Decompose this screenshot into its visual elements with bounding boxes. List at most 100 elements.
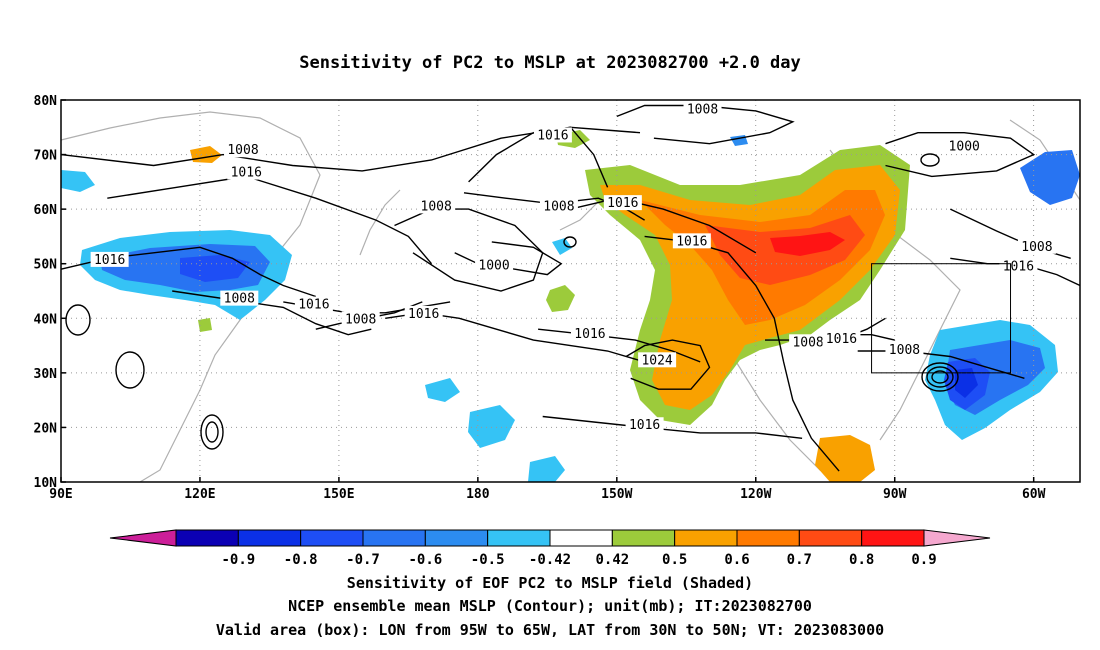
lat-tick-label: 60N — [34, 203, 58, 218]
isobar-label-background — [220, 290, 259, 306]
lat-tick-label: 30N — [34, 367, 58, 382]
isobar-label: 1016 — [298, 298, 329, 313]
hurricane-isobar-1 — [931, 370, 949, 384]
colorbar-swatch — [611, 529, 676, 547]
asia-closed-isobar — [115, 351, 145, 389]
typhoon-isobar-2 — [200, 414, 224, 450]
latitude-axis: 80N 70N 60N 50N 40N 30N 20N 10N — [34, 94, 66, 491]
colorbar-swatch — [549, 529, 613, 547]
negative-sensitivity-atlantic-peak — [955, 368, 978, 398]
colorbar-label: 0.5 — [662, 552, 687, 568]
isobar-label: 1008 — [687, 102, 718, 117]
lon-tick-label: 150E — [323, 487, 354, 502]
positive-sensitivity-pacific-1 — [546, 285, 575, 312]
colorbar-swatch — [424, 529, 489, 547]
longitude-axis: 90E 120E 150E 180 150W 120W 90W 60W — [49, 477, 1046, 502]
lon-tick-label: 120E — [184, 487, 215, 502]
isobar-label-background — [1017, 238, 1056, 254]
isobar-label-background — [224, 142, 263, 158]
colorbar-swatch — [237, 529, 302, 547]
colorbar-max-arrow — [923, 529, 991, 547]
asia-coastline — [60, 111, 321, 483]
isobar-label-background — [417, 198, 456, 214]
isobar-label-background — [638, 352, 677, 368]
map-frame — [60, 99, 1081, 483]
isobar-label-background — [539, 198, 578, 214]
colorbar-label: -0.6 — [408, 552, 442, 568]
pacific-low-isobar — [563, 236, 577, 248]
isobar-label-background — [341, 311, 380, 327]
isobar-label-background — [625, 417, 664, 433]
isobar-label-background — [475, 257, 514, 273]
negative-sensitivity-pacific-4 — [552, 238, 572, 255]
isobar-label: 1024 — [641, 353, 672, 368]
isobar-label: 1000 — [478, 258, 509, 273]
isobar-line — [172, 290, 372, 336]
positive-sensitivity-na-max — [770, 232, 845, 256]
hurricane-isobar-3 — [921, 362, 959, 392]
isobar-label: 1008 — [224, 292, 255, 307]
colorbar-label: -0.5 — [471, 552, 505, 568]
lon-tick-label: 90W — [883, 487, 907, 502]
isobar-labels: 1008 1016 1016 1008 1000 1008 1016 1016 1008 1000… — [90, 101, 1056, 433]
closed-isobars — [65, 153, 959, 450]
lat-tick-label: 80N — [34, 94, 58, 109]
negative-sensitivity-pacific-3 — [425, 378, 460, 402]
lat-tick-label: 70N — [34, 149, 58, 164]
negative-sensitivity-asia-peak — [180, 255, 250, 282]
isobar-label: 1008 — [543, 199, 574, 214]
colorbar-label: -0.7 — [346, 552, 380, 568]
lat-tick-label: 40N — [34, 312, 58, 327]
colorbar: -0.9 -0.8 -0.7 -0.6 -0.5 -0.42 0.42 0.5 0.6 0.7 0.… — [109, 529, 991, 568]
map-panel: 1008 1016 1016 1008 1000 1008 1016 1016 1008 1000… — [60, 99, 1081, 483]
isobar-label: 1008 — [345, 312, 376, 327]
colorbar-swatch — [362, 529, 426, 547]
isobar-label-background — [999, 258, 1038, 274]
valid-area-box — [871, 263, 1012, 374]
lat-tick-label: 10N — [34, 476, 58, 491]
colorbar-swatch — [674, 529, 738, 547]
negative-sensitivity-greenland — [1020, 150, 1080, 205]
caption-valid-area: Valid area (box): LON from 95W to 65W, L… — [216, 621, 884, 639]
colorbar-label: 0.7 — [787, 552, 812, 568]
isobar-label: 1008 — [889, 343, 920, 358]
colorbar-swatch — [798, 529, 863, 547]
isobar-label-background — [885, 341, 924, 357]
colorbar-label: -0.42 — [529, 552, 571, 568]
isobar-label: 1016 — [537, 128, 568, 143]
isobar-line — [625, 339, 711, 390]
isobar-label-background — [672, 233, 711, 249]
colorbar-swatch — [861, 529, 925, 547]
lon-tick-label: 180 — [466, 487, 490, 502]
isobar-label: 1000 — [949, 139, 980, 154]
west-edge-closed-isobar — [65, 304, 91, 336]
isobar-label: 1008 — [227, 143, 258, 158]
colorbar-swatch — [175, 529, 239, 547]
isobar-label: 1016 — [607, 196, 638, 211]
isobar-line — [616, 104, 795, 145]
isobar-label-background — [945, 138, 984, 154]
isobar-label: 1008 — [421, 199, 452, 214]
isobar-line — [107, 175, 433, 265]
isobar-label: 1016 — [574, 327, 605, 342]
positive-sensitivity-bottom-center — [815, 435, 875, 482]
figure-title: Sensitivity of PC2 to MSLP at 2023082700… — [299, 53, 801, 73]
isobar-label-background — [603, 195, 642, 211]
graticule — [61, 100, 1080, 482]
lon-tick-label: 150W — [601, 487, 632, 502]
lon-tick-label: 90E — [49, 487, 72, 502]
isobar-label-background — [533, 127, 572, 143]
isobar-label-background — [227, 164, 266, 180]
negative-sensitivity-pacific-2 — [528, 456, 565, 482]
isobar-label-background — [90, 251, 129, 267]
isobar-label: 1008 — [792, 335, 823, 350]
colorbar-label: -0.9 — [221, 552, 255, 568]
colorbar-label: 0.8 — [849, 552, 874, 568]
lat-tick-label: 20N — [34, 421, 58, 436]
isobar-label: 1016 — [629, 418, 660, 433]
isobar-label-background — [683, 101, 722, 117]
isobar-label: 1016 — [231, 166, 262, 181]
lon-tick-label: 60W — [1022, 487, 1046, 502]
isobar-label: 1016 — [94, 253, 125, 268]
